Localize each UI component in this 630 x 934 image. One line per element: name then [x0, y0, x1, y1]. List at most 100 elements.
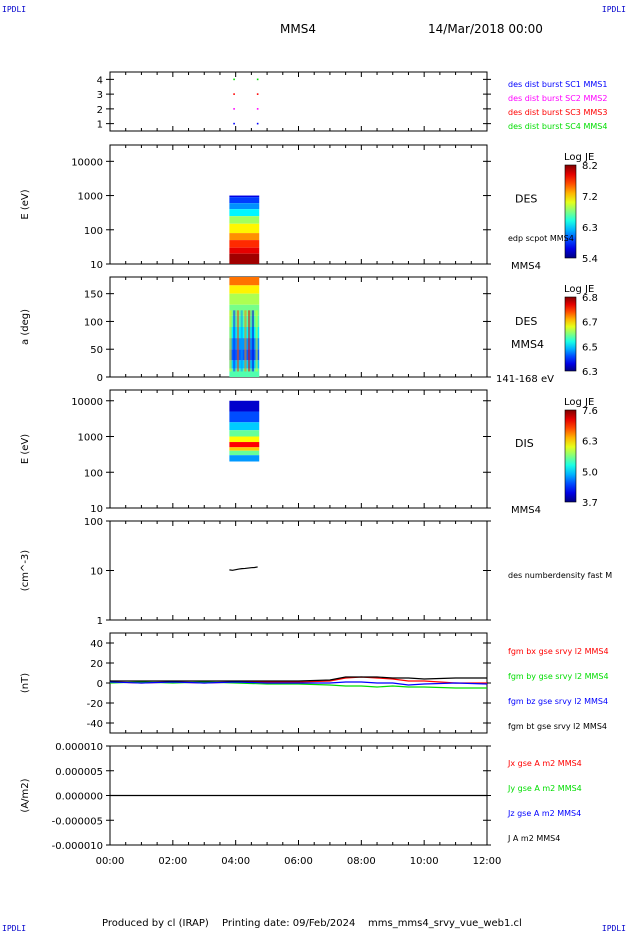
- x-tick-label: 06:00: [284, 856, 313, 867]
- des_pitch-colorbar-tick: 6.3: [582, 367, 598, 378]
- burst-point: [256, 108, 259, 110]
- density-series-line: [229, 566, 258, 571]
- dis_energy-cell: [229, 436, 260, 443]
- fgm-legend-entry: fgm by gse srvy l2 MMS4: [508, 672, 609, 681]
- footer-printing-date: Printing date: 09/Feb/2024: [222, 918, 356, 929]
- corner-tag-bottom-left: IPDLI: [2, 924, 27, 933]
- x-tick-label: 12:00: [473, 856, 502, 867]
- des_energy-frame: [109, 144, 488, 265]
- des_energy-y-axis-label: E (eV): [20, 189, 31, 219]
- des_energy-bottom-label: MMS4: [511, 261, 541, 272]
- spacecraft-title: MMS4: [280, 22, 316, 36]
- dis_energy-cell: [229, 450, 260, 456]
- current-y-tick-label: -0.000005: [52, 816, 103, 827]
- des_pitch-cell: [229, 368, 260, 377]
- des_energy-cell: [229, 253, 260, 264]
- current-y-tick-label: 0.000005: [55, 767, 103, 778]
- des_pitch-cell: [251, 310, 255, 372]
- des_energy-y-tick-label: 100: [84, 226, 103, 237]
- footer-produced-by: Produced by cl (IRAP): [102, 918, 209, 929]
- fgm-series-line: [109, 681, 488, 686]
- des_energy-extra-label: edp scpot MMS4: [508, 234, 574, 243]
- dis_energy-colorbar-tick: 3.7: [582, 498, 598, 509]
- dis_energy-cell: [229, 430, 260, 437]
- des_pitch-cell: [240, 310, 243, 372]
- des_pitch-y-tick-label: 150: [84, 290, 103, 301]
- des_pitch-cell: [255, 310, 258, 372]
- des_pitch-y-axis-label: a (deg): [20, 309, 31, 345]
- des_energy-cell: [229, 233, 260, 241]
- dis_energy-colorbar-tick: 7.6: [582, 406, 598, 417]
- dis_energy-cell: [229, 442, 260, 448]
- des_pitch-y-tick-label: 0: [97, 373, 103, 384]
- des_pitch-species-label: DES: [515, 315, 537, 328]
- corner-tag-bottom-right: IPDLI: [601, 924, 626, 933]
- x-tick-label: 10:00: [410, 856, 439, 867]
- current-legend-entry: J A m2 MMS4: [507, 834, 560, 843]
- des_energy-colorbar-title: Log JE: [564, 152, 594, 163]
- density-y-tick-label: 1: [97, 616, 103, 627]
- burst-legend-entry: des dist burst SC4 MMS4: [508, 122, 607, 131]
- des_pitch-cell: [244, 310, 247, 372]
- des_pitch-colorbar-title: Log JE: [564, 284, 594, 295]
- des_energy-colorbar: [564, 164, 577, 259]
- x-tick-label: 00:00: [96, 856, 125, 867]
- current-legend-entry: Jz gse A m2 MMS4: [507, 809, 581, 818]
- fgm-legend-entry: fgm bx gse srvy l2 MMS4: [508, 647, 609, 656]
- burst-point: [233, 78, 235, 81]
- dis_energy-colorbar-tick: 6.3: [582, 437, 598, 448]
- des_pitch-extra-label: MMS4: [511, 338, 544, 351]
- burst-legend-entry: des dist burst SC3 MMS3: [508, 108, 607, 117]
- fgm-series-line: [110, 676, 487, 682]
- dis_energy-cell: [229, 422, 260, 431]
- datetime-title: 14/Mar/2018 00:00: [428, 22, 543, 36]
- des_energy-colorbar-tick: 6.3: [582, 223, 598, 234]
- dis_energy-cell: [229, 411, 260, 423]
- dis_energy-colorbar-tick: 5.0: [582, 467, 598, 478]
- des_energy-colorbar-tick: 7.2: [582, 192, 598, 203]
- current-y-tick-label: 0.000000: [55, 792, 103, 803]
- fgm-y-tick-label: 20: [90, 659, 103, 670]
- dis_energy-y-tick-label: 1000: [78, 433, 103, 444]
- current-y-tick-label: -0.000010: [52, 841, 103, 852]
- des_pitch-colorbar-tick: 6.5: [582, 342, 598, 353]
- des_pitch-colorbar: [564, 296, 577, 372]
- burst-point: [233, 93, 235, 95]
- dis_energy-frame: [109, 389, 488, 509]
- burst-y-tick-label: 3: [97, 90, 103, 101]
- des_pitch-bottom-label: 141-168 eV: [496, 374, 554, 385]
- des_pitch-y-tick-label: 50: [90, 345, 103, 356]
- x-tick-label: 08:00: [347, 856, 376, 867]
- des_energy-y-tick-label: 10: [90, 260, 103, 271]
- burst-y-tick-label: 1: [97, 120, 103, 131]
- des_energy-colorbar-tick: 8.2: [582, 161, 598, 172]
- dis_energy-y-tick-label: 10: [90, 504, 103, 515]
- des_energy-species-label: DES: [515, 193, 537, 206]
- des_energy-cell: [229, 247, 260, 254]
- fgm-y-tick-label: -20: [87, 699, 103, 710]
- fgm-legend-entry: fgm bz gse srvy l2 MMS4: [508, 697, 608, 706]
- footer-file: mms_mms4_srvy_vue_web1.cl: [368, 918, 522, 929]
- dis_energy-species-label: DIS: [515, 437, 534, 450]
- current-legend-entry: Jy gse A m2 MMS4: [507, 784, 582, 793]
- des_energy-cell: [229, 209, 260, 217]
- fgm-y-axis-label: (nT): [20, 673, 31, 693]
- density-frame: [109, 520, 488, 621]
- burst-legend-entry: des dist burst SC2 MMS2: [508, 94, 607, 103]
- des_energy-cell: [229, 223, 260, 234]
- density-y-tick-label: 10: [90, 567, 103, 578]
- des_pitch-cell: [248, 310, 251, 372]
- dis_energy-colorbar: [564, 409, 577, 503]
- current-legend-entry: Jx gse A m2 MMS4: [507, 759, 582, 768]
- des_pitch-frame: [109, 276, 488, 378]
- des_pitch-cell: [229, 304, 260, 316]
- fgm-y-tick-label: 40: [90, 639, 103, 650]
- dis_energy-bottom-label: MMS4: [511, 505, 541, 516]
- corner-tag-top-left: IPDLI: [2, 5, 27, 14]
- x-tick-label: 04:00: [221, 856, 250, 867]
- x-tick-label: 02:00: [158, 856, 187, 867]
- des_pitch-cell: [229, 310, 232, 372]
- fgm-y-tick-label: 0: [97, 679, 103, 690]
- dis_energy-y-axis-label: E (eV): [20, 434, 31, 464]
